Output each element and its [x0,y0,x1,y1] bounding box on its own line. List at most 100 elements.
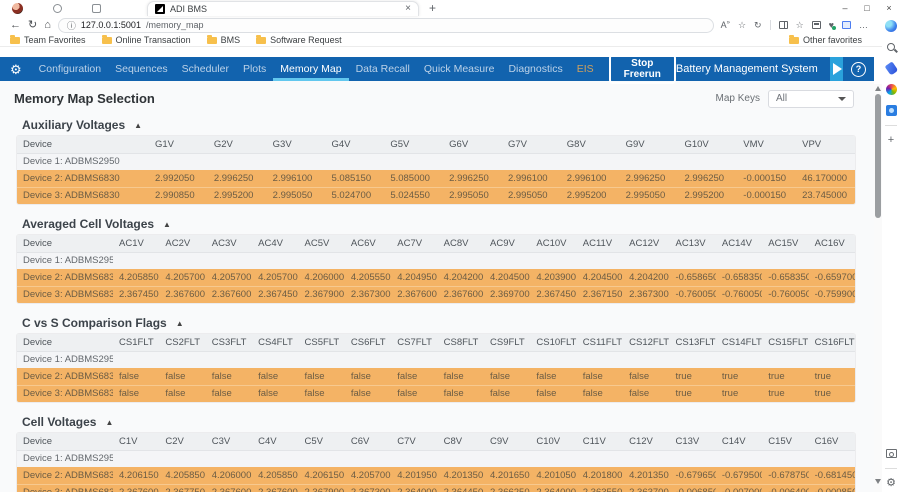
site-info-icon[interactable]: ⓘ [67,19,76,32]
settings-gear-icon[interactable]: ⚙ [10,63,22,76]
scroll-down-icon[interactable] [875,479,881,484]
profile-avatar-icon[interactable] [12,3,23,14]
device-row[interactable]: Device 2: ADBMS68304.2058504.2057004.205… [17,269,855,286]
play-button[interactable] [830,57,843,81]
copilot-icon[interactable] [885,20,897,32]
value-cell [762,351,808,368]
column-header: G8V [561,136,620,153]
device-row[interactable]: Device 3: ADBMS68302.9908502.9952002.995… [17,187,855,204]
sidebar-settings-icon[interactable]: ⚙ [886,478,896,489]
nav-tab-eis[interactable]: EIS [570,57,601,81]
collections-icon[interactable] [812,21,821,29]
bookmark-software-request[interactable]: Software Request [256,35,342,45]
value-cell: 23.745000 [796,187,855,204]
sync-icon[interactable]: ↻ [754,21,762,30]
home-icon[interactable]: ⌂ [44,20,51,31]
search-icon[interactable] [885,41,897,53]
value-cell: 4.205850 [159,467,205,484]
value-cell [299,252,345,269]
device-row[interactable]: Device 2: ADBMS68302.9920502.9962502.996… [17,170,855,187]
nav-tab-configuration[interactable]: Configuration [32,57,108,81]
column-header: CS2FLT [159,334,205,351]
refresh-icon[interactable]: ↻ [28,20,37,31]
shopping-tag-icon[interactable] [885,62,897,74]
collapse-icon[interactable]: ▲ [163,220,171,229]
value-cell: 2.366250 [484,484,530,492]
more-options-icon[interactable]: … [859,21,868,30]
browser-essentials-icon[interactable]: ♥ [829,20,834,30]
scrollbar-thumb[interactable] [875,94,881,218]
column-header: AC3V [206,235,252,252]
page-scrollbar[interactable] [874,84,882,492]
device-row[interactable]: Device 3: ADBMS68302.3676002.3677502.367… [17,484,855,492]
nav-tab-memory-map[interactable]: Memory Map [273,57,348,81]
edge-sidebar: + ⚙ [882,18,900,492]
section-title: C vs S Comparison Flags [22,316,167,330]
device-row[interactable]: Device 1: ADBMS2950 [17,153,855,170]
adi-favicon-icon [155,4,165,14]
device-row[interactable]: Device 1: ADBMS2950 [17,351,855,368]
favorite-star-icon[interactable]: ☆ [738,21,746,30]
add-sidebar-item-icon[interactable]: + [888,135,894,146]
window-close-icon[interactable]: × [878,3,900,13]
nav-tab-scheduler[interactable]: Scheduler [175,57,236,81]
value-cell: false [530,368,576,385]
collapse-icon[interactable]: ▲ [105,418,113,427]
tab-close-icon[interactable]: × [405,4,411,14]
new-tab-icon[interactable]: + [429,1,436,15]
screenshot-icon[interactable] [885,447,897,459]
value-cell: 2.367300 [345,286,391,303]
bookmark-bms[interactable]: BMS [207,35,241,45]
device-row[interactable]: Device 3: ADBMS6830falsefalsefalsefalsef… [17,385,855,402]
value-cell: true [809,385,855,402]
stop-freerun-button[interactable]: Stop Freerun [609,54,676,84]
sidebar-toggle-icon[interactable] [842,21,851,29]
device-row[interactable]: Device 1: ADBMS2950 [17,252,855,269]
device-row[interactable]: Device 2: ADBMS68304.2061504.2058504.206… [17,467,855,484]
nav-tab-plots[interactable]: Plots [236,57,273,81]
bookmark-team-favorites[interactable]: Team Favorites [10,35,86,45]
back-icon[interactable]: ← [10,20,21,31]
browser-tab[interactable]: ADI BMS × [147,1,419,16]
split-screen-icon[interactable] [779,21,788,29]
nav-tab-quick-measure[interactable]: Quick Measure [417,57,502,81]
nav-tab-data-recall[interactable]: Data Recall [349,57,417,81]
value-cell: 2.996250 [678,170,737,187]
value-cell: -0.006850 [670,484,716,492]
window-minimize-icon[interactable]: – [834,3,856,13]
read-aloud-icon[interactable]: A» [721,20,730,30]
nav-tab-sequences[interactable]: Sequences [108,57,175,81]
other-favorites[interactable]: Other favorites [789,35,862,45]
workspaces-icon[interactable] [92,4,101,13]
collapse-icon[interactable]: ▲ [134,121,142,130]
browser-action-icon[interactable] [53,4,62,13]
column-header: C5V [299,433,345,450]
collapse-icon[interactable]: ▲ [176,319,184,328]
map-keys-select[interactable]: All [768,90,854,108]
column-header: AC16V [809,235,855,252]
address-bar[interactable]: ⓘ 127.0.0.1:5001/memory_map [58,18,714,33]
column-header: VMV [737,136,796,153]
value-cell: 4.204200 [438,269,484,286]
value-cell: 2.369700 [484,286,530,303]
nav-tab-diagnostics[interactable]: Diagnostics [501,57,569,81]
value-cell: 4.204500 [577,269,623,286]
device-row[interactable]: Device 3: ADBMS68302.3674502.3676002.367… [17,286,855,303]
value-cell: 2.995050 [267,187,326,204]
value-cell: false [252,368,298,385]
help-icon[interactable]: ? [851,62,866,77]
device-row[interactable]: Device 1: ADBMS2950 [17,450,855,467]
value-cell [149,153,208,170]
scroll-up-icon[interactable] [875,86,881,91]
microsoft-365-icon[interactable] [885,83,897,95]
designer-icon[interactable] [885,104,897,116]
value-cell [267,153,326,170]
favorites-bar-icon[interactable]: ☆ [796,21,804,30]
device-row[interactable]: Device 2: ADBMS6830falsefalsefalsefalsef… [17,368,855,385]
value-cell [113,252,159,269]
column-header: CS15FLT [762,334,808,351]
column-header: G7V [502,136,561,153]
window-maximize-icon[interactable]: □ [856,3,878,13]
bookmark-online-transaction[interactable]: Online Transaction [102,35,191,45]
value-cell: -0.658350 [762,269,808,286]
